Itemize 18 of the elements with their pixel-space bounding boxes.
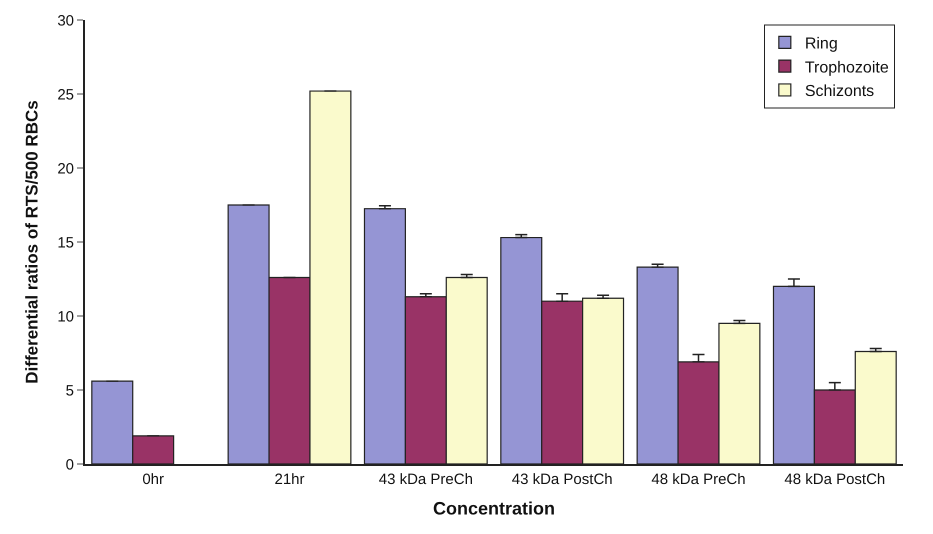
- y-tick-label: 5: [66, 382, 74, 400]
- legend-label: Ring: [804, 36, 838, 53]
- x-tick-label: 48 kDa PreCh: [651, 471, 746, 488]
- x-tick-label: 48 kDa PostCh: [784, 471, 886, 488]
- y-tick-label: 10: [57, 308, 74, 326]
- x-tick-label: 21hr: [274, 471, 305, 488]
- x-tick-label: 0hr: [142, 471, 164, 488]
- y-tick-label: 25: [57, 86, 74, 104]
- y-tick-label: 0: [66, 456, 74, 474]
- y-tick-label: 20: [57, 160, 74, 178]
- legend-label: Schizonts: [804, 83, 874, 100]
- legend-label: Trophozoite: [804, 59, 889, 76]
- x-tick-label: 43 kDa PreCh: [378, 471, 473, 488]
- x-tick-label: 43 kDa PostCh: [512, 471, 613, 488]
- y-axis-title: Differential ratios of RTS/500 RBCs: [22, 100, 42, 384]
- y-tick-label: 30: [57, 12, 74, 30]
- x-axis-title: Concentration: [432, 498, 556, 519]
- y-tick-label: 15: [57, 234, 74, 252]
